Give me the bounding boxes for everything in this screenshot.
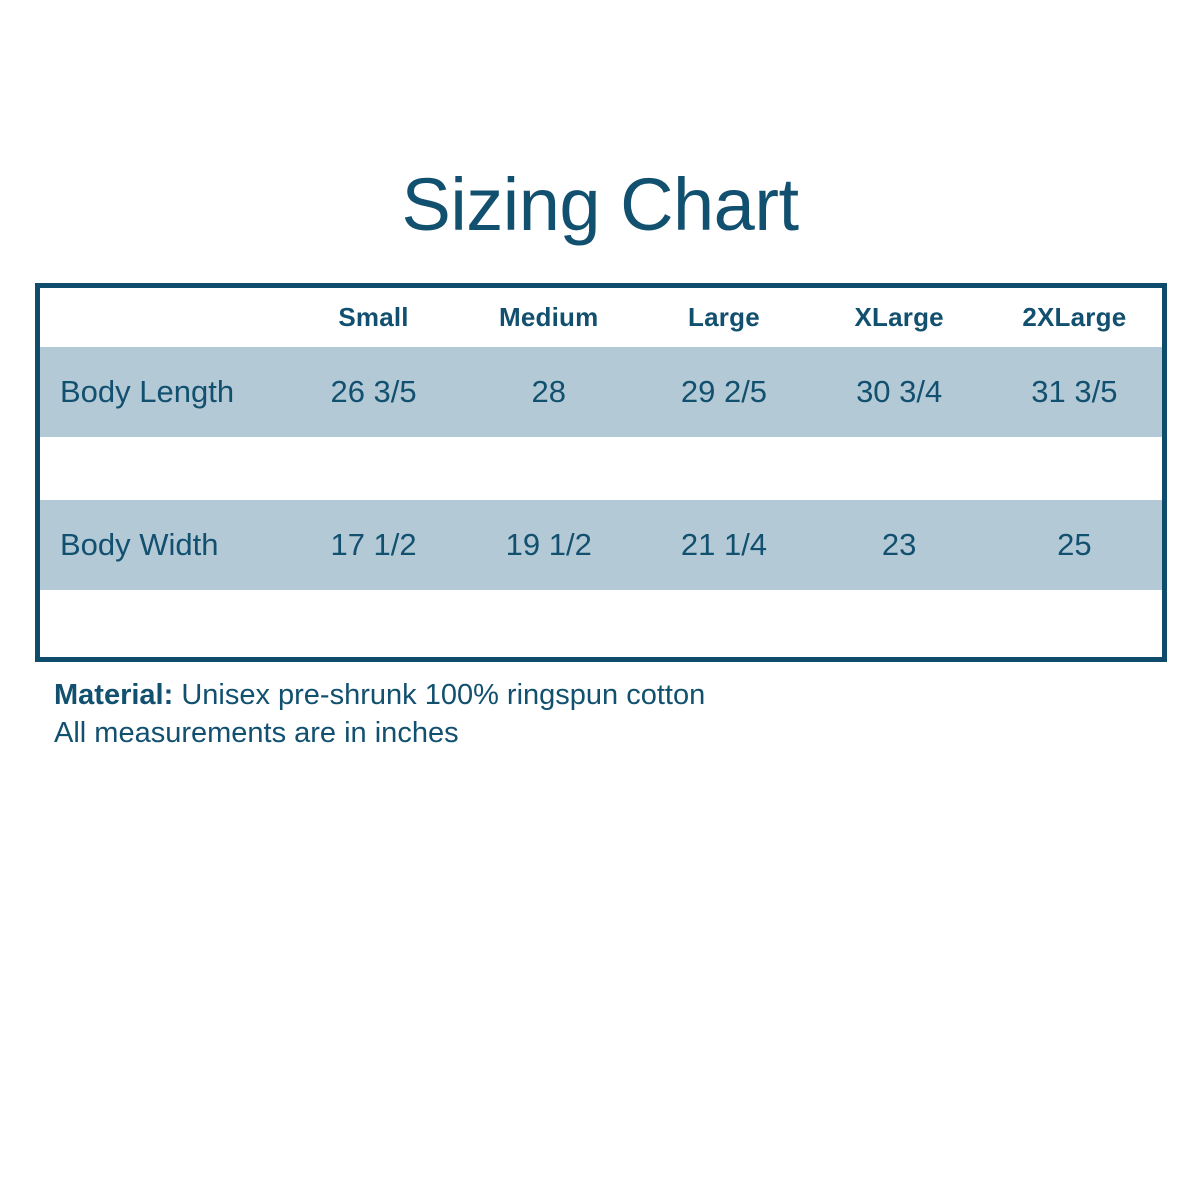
table-spacer-row — [40, 437, 1162, 500]
column-header-large: Large — [688, 302, 760, 332]
material-label: Material: — [54, 679, 174, 711]
material-value: Unisex pre-shrunk 100% ringspun cotton — [173, 679, 706, 711]
row-label-body-width: Body Width — [60, 527, 219, 562]
sizing-chart-table: Small Medium Large XLarge 2XLarge Body L… — [35, 283, 1167, 662]
column-header-2xlarge: 2XLarge — [1022, 302, 1127, 332]
table-header-row: Small Medium Large XLarge 2XLarge — [40, 288, 1162, 347]
cell-body-length-2xlarge: 31 3/5 — [1031, 374, 1118, 409]
cell-body-width-large: 21 1/4 — [680, 527, 768, 562]
footer-notes: Material: Unisex pre-shrunk 100% ringspu… — [54, 676, 705, 752]
page-title: Sizing Chart — [401, 163, 799, 246]
cell-body-length-xlarge: 30 3/4 — [856, 374, 943, 409]
cell-body-width-medium: 19 1/2 — [505, 527, 592, 562]
column-header-small: Small — [338, 302, 409, 332]
table-row: Body Width 17 1/2 19 1/2 21 1/4 23 25 — [40, 500, 1162, 590]
table-spacer-row — [40, 590, 1162, 657]
table-row: Body Length 26 3/5 28 29 2/5 30 3/4 31 3… — [40, 347, 1162, 437]
cell-body-width-xlarge: 23 — [881, 527, 917, 562]
cell-body-length-small: 26 3/5 — [330, 374, 417, 409]
cell-body-length-large: 29 2/5 — [680, 374, 768, 409]
cell-body-width-2xlarge: 25 — [1057, 527, 1092, 562]
material-note: Material: Unisex pre-shrunk 100% ringspu… — [54, 676, 705, 714]
row-label-body-length: Body Length — [60, 374, 235, 409]
cell-body-length-medium: 28 — [531, 374, 566, 409]
cell-body-width-small: 17 1/2 — [330, 527, 417, 562]
units-note: All measurements are in inches — [54, 717, 459, 749]
column-header-xlarge: XLarge — [854, 302, 944, 332]
column-header-medium: Medium — [499, 302, 599, 332]
